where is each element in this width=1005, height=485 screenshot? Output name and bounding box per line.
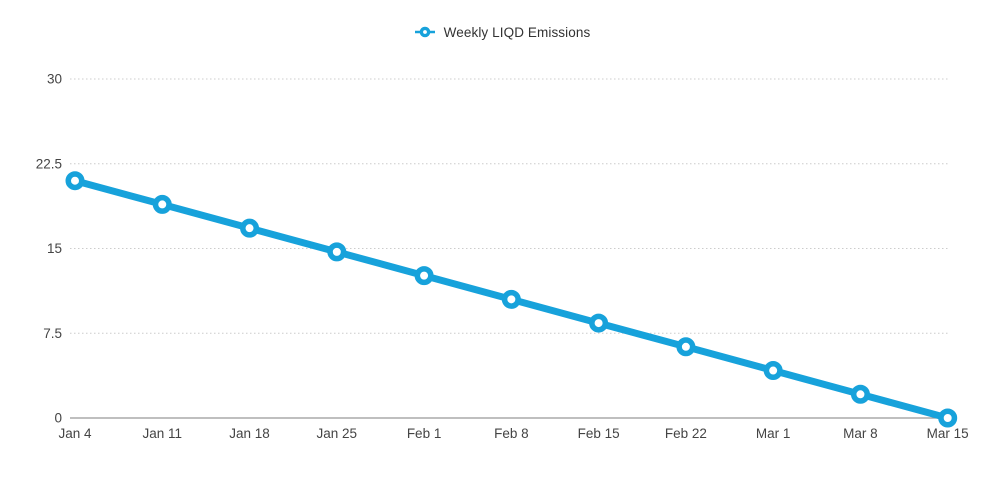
x-tick-label: Jan 4 [58, 426, 92, 441]
x-tick-label: Mar 15 [927, 426, 969, 441]
y-tick-label: 30 [47, 72, 62, 87]
data-point-marker[interactable] [152, 194, 172, 214]
data-point-marker[interactable] [938, 408, 958, 428]
legend[interactable]: Weekly LIQD Emissions [0, 22, 1005, 42]
legend-label: Weekly LIQD Emissions [443, 24, 591, 40]
data-point-marker[interactable] [850, 384, 870, 404]
data-point-marker[interactable] [65, 171, 85, 191]
data-point-marker[interactable] [763, 361, 783, 381]
x-tick-label: Jan 18 [229, 426, 270, 441]
x-tick-label: Mar 1 [756, 426, 791, 441]
axis-labels: 0 7.5 15 22.5 30 Jan 4 Jan 11 Jan 18 Jan 25 Feb 1… [36, 72, 969, 442]
x-tick-label: Feb 22 [665, 426, 707, 441]
x-tick-label: Feb 8 [494, 426, 529, 441]
legend-line-marker-icon [414, 26, 435, 38]
x-tick-label: Feb 1 [407, 426, 442, 441]
x-tick-label: Jan 25 [317, 426, 358, 441]
y-tick-label: 22.5 [36, 156, 62, 171]
y-tick-label: 0 [54, 411, 62, 426]
gridlines [70, 78, 950, 419]
data-point-marker[interactable] [501, 289, 521, 309]
data-point-marker[interactable] [589, 313, 609, 333]
data-point-marker[interactable] [676, 337, 696, 357]
data-point-marker[interactable] [327, 242, 347, 262]
x-tick-label: Feb 15 [578, 426, 620, 441]
x-tick-label: Jan 11 [143, 426, 183, 441]
data-point-marker[interactable] [414, 266, 434, 286]
data-series [65, 171, 958, 428]
y-tick-label: 15 [47, 241, 62, 256]
data-point-marker[interactable] [240, 218, 260, 238]
x-tick-label: Mar 8 [843, 426, 878, 441]
y-tick-label: 7.5 [43, 326, 62, 341]
